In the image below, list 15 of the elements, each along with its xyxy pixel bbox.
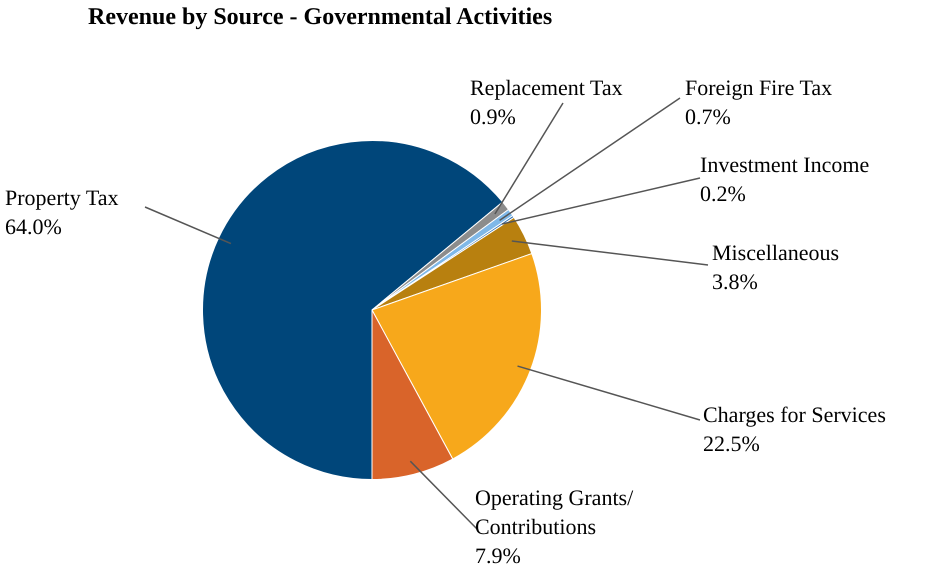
data-label: 0.7%: [685, 103, 732, 131]
data-label: 7.9%: [475, 542, 522, 570]
data-label: 3.8%: [712, 268, 759, 296]
slice-label: Replacement Tax: [470, 75, 623, 100]
data-label: 0.2%: [700, 180, 747, 208]
slice-label: Property Tax: [5, 184, 120, 212]
slice-label: Operating Grants/ Contributions: [475, 484, 634, 541]
data-label: 64.0%: [5, 213, 63, 241]
chart-title: Revenue by Source - Governmental Activities: [88, 4, 552, 31]
slice-label: Investment Income: [700, 151, 870, 179]
slice-label: Foreign Fire Tax: [685, 74, 834, 102]
data-label: 22.5%: [703, 430, 761, 458]
slice-label: Charges for Services: [703, 401, 887, 429]
data-label: 0.9%: [470, 104, 516, 129]
slice-label: Miscellaneous: [712, 239, 840, 267]
